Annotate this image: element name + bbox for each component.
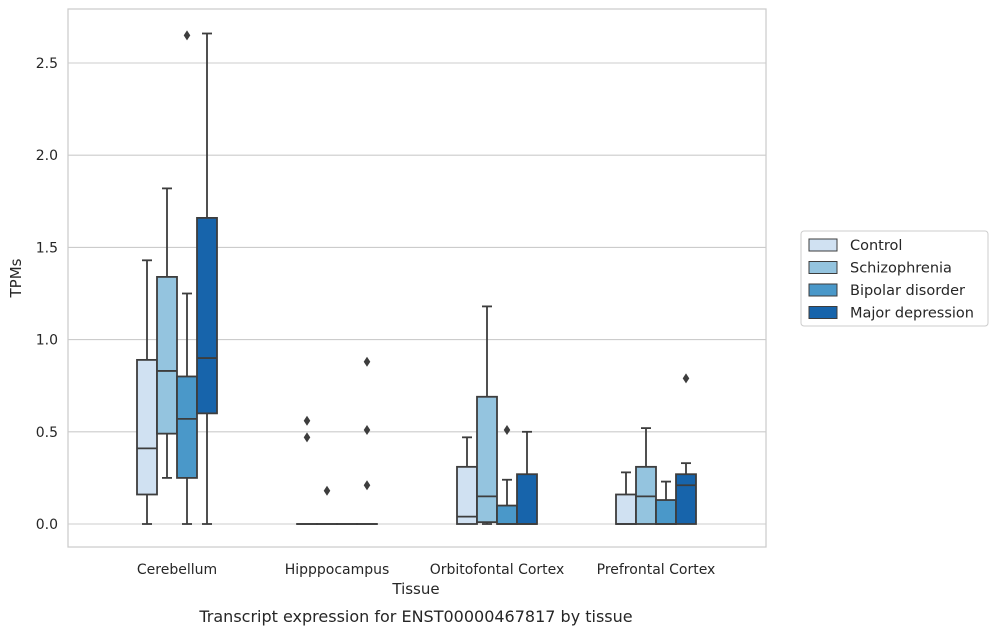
box-iqr	[136, 358, 158, 496]
outlier-point	[363, 480, 371, 491]
outlier-point	[323, 485, 331, 496]
legend-swatch	[808, 261, 838, 274]
box-1-2	[476, 305, 498, 525]
x-axis-label: Tissue	[391, 580, 439, 598]
y-tick-label: 1.5	[36, 240, 58, 256]
outlier-point	[183, 30, 191, 41]
y-tick-label: 2.0	[36, 148, 58, 164]
box-iqr	[456, 465, 478, 525]
legend-label: Control	[850, 238, 902, 254]
legend-swatch	[808, 306, 838, 319]
box-iqr	[615, 493, 637, 525]
box-0-2	[456, 436, 478, 525]
box-2-2	[496, 424, 518, 525]
box-3-1	[356, 356, 378, 525]
box-1-1	[316, 485, 338, 525]
box-1-0	[156, 187, 178, 479]
box-iqr	[675, 473, 697, 525]
legend-label: Bipolar disorder	[850, 283, 965, 299]
y-tick-labels: 0.0 0.5 1.0 1.5 2.0 2.5	[36, 56, 58, 533]
box-1-3	[635, 427, 657, 525]
box-iqr	[655, 499, 677, 525]
box-iqr	[635, 465, 657, 525]
box-layer	[136, 30, 697, 525]
box-3-3	[675, 373, 697, 525]
y-tick-label: 0.5	[36, 425, 58, 441]
box-iqr	[476, 395, 498, 524]
box-iqr	[516, 473, 538, 525]
plot-frame	[67, 8, 767, 548]
outlier-point	[303, 432, 311, 443]
box-iqr	[496, 504, 518, 525]
box-3-2	[516, 430, 538, 525]
box-0-0	[136, 259, 158, 525]
y-tick-label: 2.5	[36, 56, 58, 72]
chart-caption: Transcript expression for ENST0000046781…	[198, 607, 632, 626]
box-0-1	[296, 415, 318, 525]
box-iqr	[176, 375, 198, 479]
x-tick-label: Prefrontal Cortex	[597, 562, 716, 578]
y-tick-label: 0.0	[36, 517, 58, 533]
x-tick-label: Cerebellum	[137, 562, 217, 578]
legend-frame	[800, 230, 989, 327]
box-2-0	[176, 30, 198, 525]
outlier-point	[363, 356, 371, 367]
outlier-point	[303, 415, 311, 426]
legend-label: Schizophrenia	[850, 261, 952, 277]
outlier-point	[363, 424, 371, 435]
outlier-point	[682, 373, 690, 384]
legend-label: Major depression	[850, 306, 974, 322]
legend: Control Schizophrenia Bipolar disorder Majo…	[800, 230, 989, 327]
legend-swatch	[808, 283, 838, 297]
legend-swatch	[808, 238, 838, 252]
box-2-3	[655, 480, 677, 525]
box-3-0	[196, 32, 218, 525]
x-tick-label: Orbitofontal Cortex	[430, 562, 565, 578]
y-tick-label: 1.0	[36, 333, 58, 349]
x-tick-labels: Cerebellum Hipppocampus Orbitofontal Corte…	[137, 562, 715, 578]
x-tick-label: Hipppocampus	[285, 562, 390, 578]
y-axis-label: TPMs	[7, 258, 25, 298]
box-0-3	[615, 471, 637, 525]
box-iqr	[156, 276, 178, 435]
outlier-point	[503, 424, 511, 435]
box-iqr	[196, 216, 218, 415]
